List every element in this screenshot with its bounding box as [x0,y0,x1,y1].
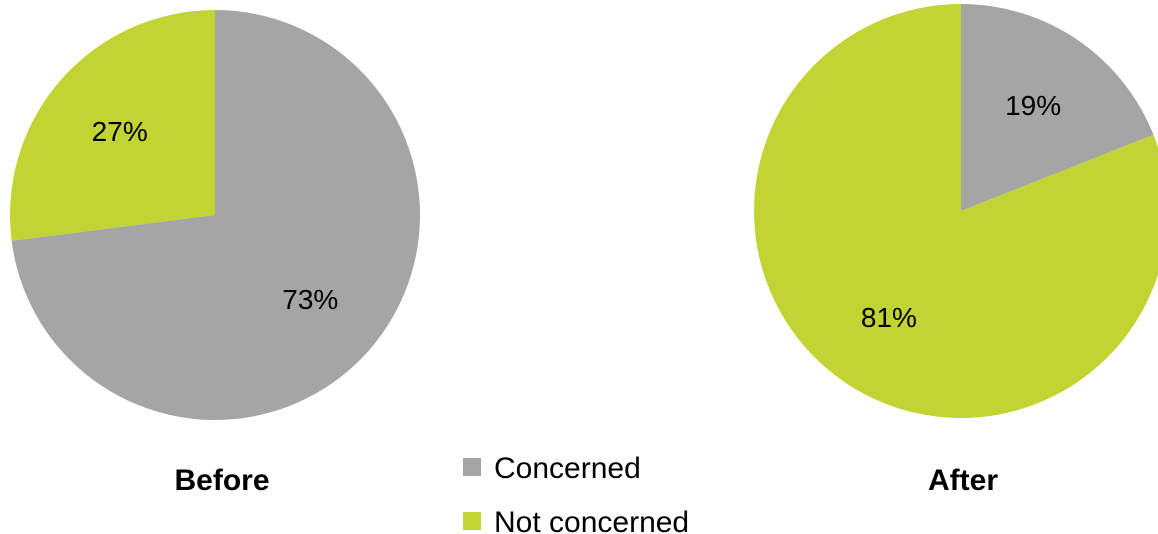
pie-slice-after-concerned [961,4,1154,211]
data-label-before-concerned: 73% [282,284,338,315]
pie-after: 19% 81% [754,4,1158,418]
legend: Concerned Not concerned [463,452,689,534]
pie-title-before: Before [174,464,269,497]
pie-slice-after-not-concerned [754,4,1158,418]
data-label-after-concerned: 19% [1005,90,1061,121]
data-label-before-not-concerned: 27% [92,116,148,147]
pie-before: 73% 27% [10,10,421,421]
data-label-after-not-concerned: 81% [861,302,917,333]
legend-label-not-concerned: Not concerned [494,506,689,534]
legend-label-concerned: Concerned [494,452,641,485]
legend-swatch-not-concerned [463,512,481,530]
legend-swatch-concerned [463,458,481,476]
pie-slice-before-not-concerned [10,10,216,241]
pie-slice-before-concerned [11,10,421,421]
pie-title-after: After [928,464,998,497]
